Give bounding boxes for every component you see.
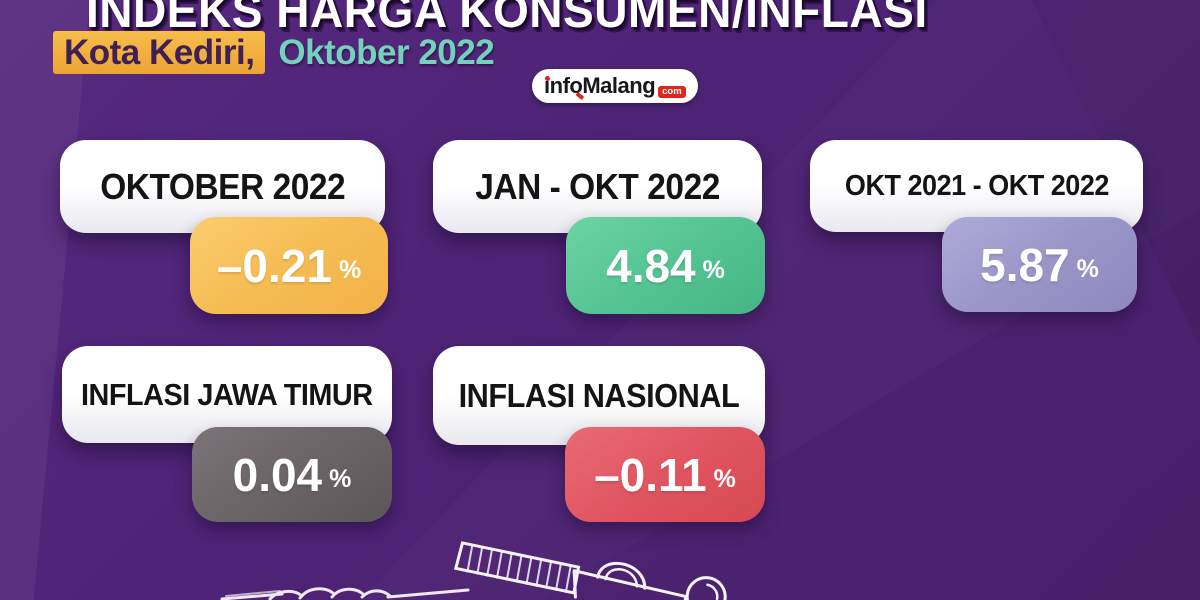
subtitle-highlight: Kota Kediri, [53, 31, 266, 74]
inflation-value: 5.87 [980, 238, 1070, 291]
card-label: OKT 2021 - OKT 2022 [844, 169, 1109, 202]
subtitle: Kota Kediri, Oktober 2022 [53, 31, 495, 74]
inflation-value: –0.21 [216, 239, 332, 292]
inflation-value: –0.11 [594, 448, 707, 501]
card-inflasi-jawa-timur: INFLASI JAWA TIMUR [62, 346, 392, 443]
card-inflasi-nasional-value-badge: –0.11 % [565, 427, 765, 522]
card-okt2021-okt2022-value-badge: 5.87 % [942, 217, 1137, 312]
inflation-value: 0.04 [232, 448, 323, 501]
percent-unit: % [713, 465, 736, 493]
percent-unit: % [329, 465, 352, 493]
logo-brand-text: Malang [582, 73, 656, 98]
percent-unit: % [338, 256, 362, 284]
card-inflasi-jawa-timur-value-badge: 0.04 % [192, 427, 392, 522]
inflation-value: 4.84 [606, 239, 696, 292]
card-label: JAN - OKT 2022 [475, 165, 720, 207]
logo-tld-badge: com [658, 85, 686, 98]
card-oktober-2022-value-badge: –0.21 % [190, 217, 388, 314]
card-label: OKTOBER 2022 [100, 165, 345, 207]
logo-letters-nf: nf [549, 73, 570, 98]
hand-illustration [220, 578, 470, 600]
logo-letter-o: o [569, 73, 583, 98]
percent-unit: % [1076, 255, 1099, 283]
percent-unit: % [702, 256, 725, 284]
subtitle-period: Oktober 2022 [278, 32, 495, 72]
logo-letter-i: i [544, 73, 550, 98]
shopping-bag-illustration [445, 541, 745, 600]
card-label: INFLASI JAWA TIMUR [81, 376, 373, 412]
card-label: INFLASI NASIONAL [458, 376, 740, 414]
card-jan-okt-2022-value-badge: 4.84 % [566, 217, 765, 314]
infomalang-logo: i nf o Malang com [532, 69, 698, 103]
card-okt2021-okt2022: OKT 2021 - OKT 2022 [810, 140, 1143, 232]
